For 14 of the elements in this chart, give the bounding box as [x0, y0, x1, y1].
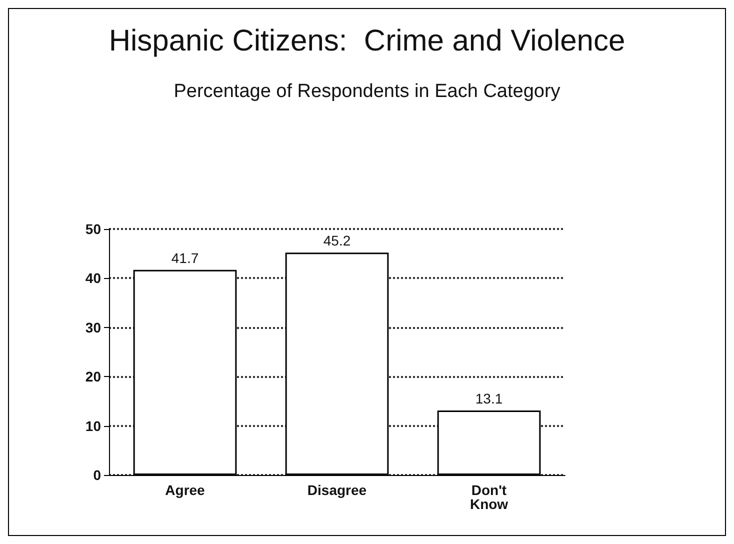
- x-tick-label: Disagree: [307, 482, 367, 498]
- chart-title: Hispanic Citizens: Crime and Violence: [108, 24, 626, 58]
- x-tick-label: Don't Know: [470, 482, 508, 512]
- data-label: 41.7: [171, 250, 199, 266]
- y-tick-label: 50: [85, 221, 102, 237]
- y-tick-label: 40: [85, 270, 102, 286]
- data-label: 13.1: [475, 390, 503, 407]
- x-tick-label: Agree: [165, 482, 206, 498]
- y-tick-label: 20: [85, 368, 102, 385]
- y-tick-label: 0: [93, 467, 102, 483]
- data-label: 45.2: [323, 232, 351, 249]
- y-tick-label: 10: [85, 418, 102, 434]
- y-tick-label: 30: [85, 319, 102, 336]
- chart-subtitle: Percentage of Respondents in Each Category: [174, 81, 561, 102]
